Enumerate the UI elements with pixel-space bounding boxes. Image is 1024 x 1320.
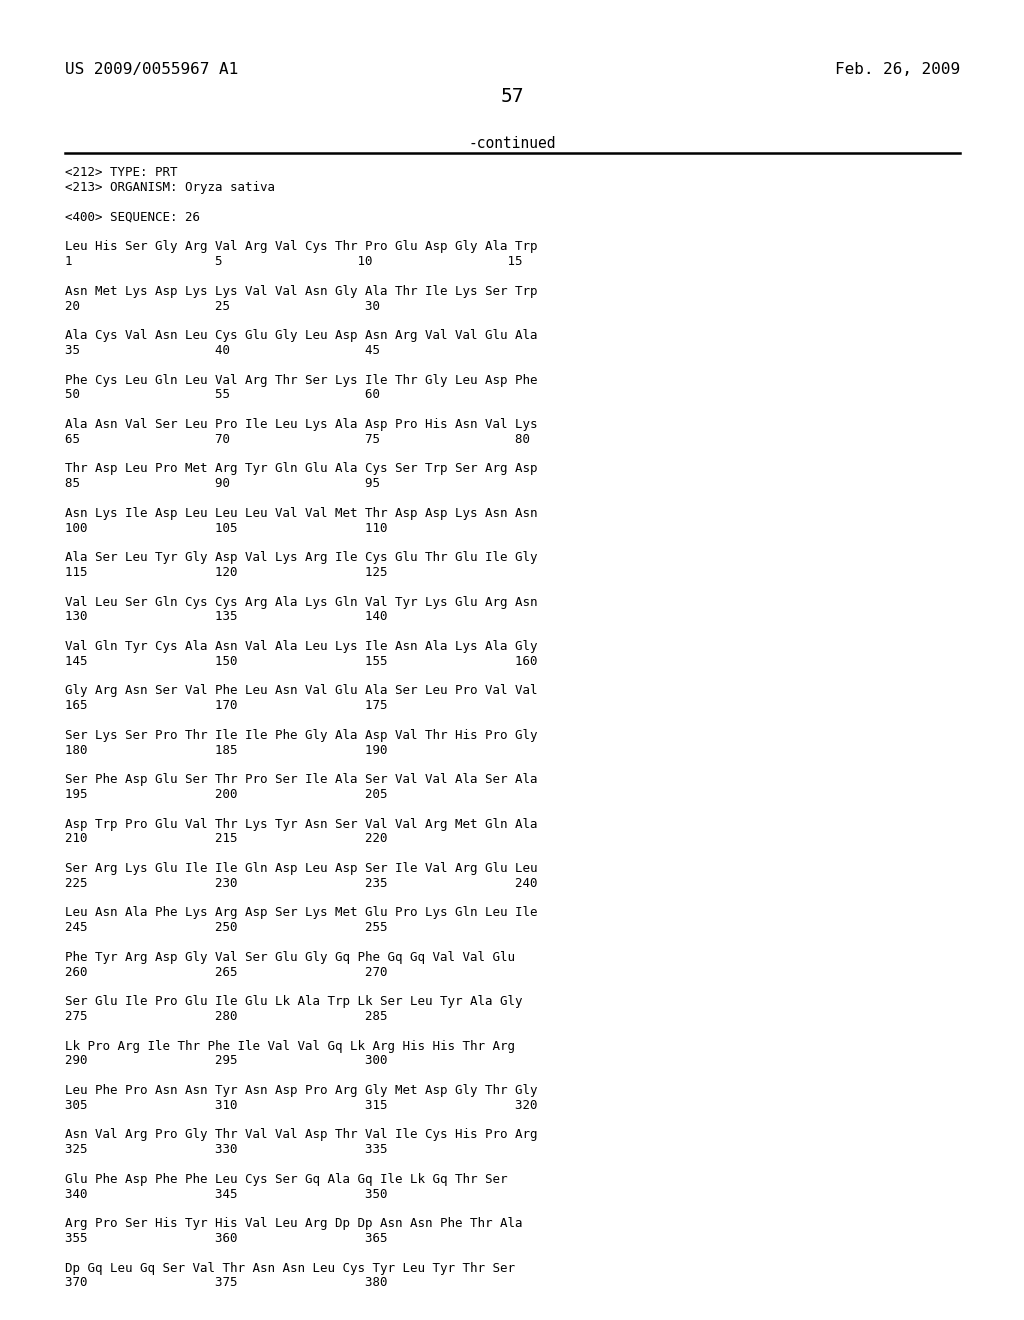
Text: 370                 375                 380: 370 375 380 — [65, 1276, 387, 1290]
Text: 145                 150                 155                 160: 145 150 155 160 — [65, 655, 538, 668]
Text: Val Gln Tyr Cys Ala Asn Val Ala Leu Lys Ile Asn Ala Lys Ala Gly: Val Gln Tyr Cys Ala Asn Val Ala Leu Lys … — [65, 640, 538, 653]
Text: Val Leu Ser Gln Cys Cys Arg Ala Lys Gln Val Tyr Lys Glu Arg Asn: Val Leu Ser Gln Cys Cys Arg Ala Lys Gln … — [65, 595, 538, 609]
Text: 355                 360                 365: 355 360 365 — [65, 1232, 387, 1245]
Text: 20                  25                  30: 20 25 30 — [65, 300, 380, 313]
Text: 305                 310                 315                 320: 305 310 315 320 — [65, 1098, 538, 1111]
Text: Ser Lys Ser Pro Thr Ile Ile Phe Gly Ala Asp Val Thr His Pro Gly: Ser Lys Ser Pro Thr Ile Ile Phe Gly Ala … — [65, 729, 538, 742]
Text: Phe Cys Leu Gln Leu Val Arg Thr Ser Lys Ile Thr Gly Leu Asp Phe: Phe Cys Leu Gln Leu Val Arg Thr Ser Lys … — [65, 374, 538, 387]
Text: 35                  40                  45: 35 40 45 — [65, 345, 380, 356]
Text: 50                  55                  60: 50 55 60 — [65, 388, 380, 401]
Text: 260                 265                 270: 260 265 270 — [65, 965, 387, 978]
Text: 115                 120                 125: 115 120 125 — [65, 566, 387, 579]
Text: Asn Val Arg Pro Gly Thr Val Val Asp Thr Val Ile Cys His Pro Arg: Asn Val Arg Pro Gly Thr Val Val Asp Thr … — [65, 1129, 538, 1142]
Text: Arg Pro Ser His Tyr His Val Leu Arg Dp Dp Asn Asn Phe Thr Ala: Arg Pro Ser His Tyr His Val Leu Arg Dp D… — [65, 1217, 522, 1230]
Text: <212> TYPE: PRT: <212> TYPE: PRT — [65, 166, 177, 180]
Text: 210                 215                 220: 210 215 220 — [65, 833, 387, 845]
Text: -continued: -continued — [469, 136, 556, 150]
Text: Phe Tyr Arg Asp Gly Val Ser Glu Gly Gq Phe Gq Gq Val Val Glu: Phe Tyr Arg Asp Gly Val Ser Glu Gly Gq P… — [65, 950, 515, 964]
Text: Ser Arg Lys Glu Ile Ile Gln Asp Leu Asp Ser Ile Val Arg Glu Leu: Ser Arg Lys Glu Ile Ile Gln Asp Leu Asp … — [65, 862, 538, 875]
Text: Lk Pro Arg Ile Thr Phe Ile Val Val Gq Lk Arg His His Thr Arg: Lk Pro Arg Ile Thr Phe Ile Val Val Gq Lk… — [65, 1040, 515, 1052]
Text: Asn Met Lys Asp Lys Lys Val Val Asn Gly Ala Thr Ile Lys Ser Trp: Asn Met Lys Asp Lys Lys Val Val Asn Gly … — [65, 285, 538, 298]
Text: Ala Asn Val Ser Leu Pro Ile Leu Lys Ala Asp Pro His Asn Val Lys: Ala Asn Val Ser Leu Pro Ile Leu Lys Ala … — [65, 418, 538, 430]
Text: Gly Arg Asn Ser Val Phe Leu Asn Val Glu Ala Ser Leu Pro Val Val: Gly Arg Asn Ser Val Phe Leu Asn Val Glu … — [65, 684, 538, 697]
Text: 225                 230                 235                 240: 225 230 235 240 — [65, 876, 538, 890]
Text: Leu Asn Ala Phe Lys Arg Asp Ser Lys Met Glu Pro Lys Gln Leu Ile: Leu Asn Ala Phe Lys Arg Asp Ser Lys Met … — [65, 907, 538, 919]
Text: Dp Gq Leu Gq Ser Val Thr Asn Asn Leu Cys Tyr Leu Tyr Thr Ser: Dp Gq Leu Gq Ser Val Thr Asn Asn Leu Cys… — [65, 1262, 515, 1275]
Text: US 2009/0055967 A1: US 2009/0055967 A1 — [65, 62, 239, 77]
Text: <400> SEQUENCE: 26: <400> SEQUENCE: 26 — [65, 211, 200, 223]
Text: 290                 295                 300: 290 295 300 — [65, 1055, 387, 1068]
Text: 130                 135                 140: 130 135 140 — [65, 610, 387, 623]
Text: Leu Phe Pro Asn Asn Tyr Asn Asp Pro Arg Gly Met Asp Gly Thr Gly: Leu Phe Pro Asn Asn Tyr Asn Asp Pro Arg … — [65, 1084, 538, 1097]
Text: 85                  90                  95: 85 90 95 — [65, 477, 380, 490]
Text: 195                 200                 205: 195 200 205 — [65, 788, 387, 801]
Text: 325                 330                 335: 325 330 335 — [65, 1143, 387, 1156]
Text: Leu His Ser Gly Arg Val Arg Val Cys Thr Pro Glu Asp Gly Ala Trp: Leu His Ser Gly Arg Val Arg Val Cys Thr … — [65, 240, 538, 253]
Text: 340                 345                 350: 340 345 350 — [65, 1188, 387, 1200]
Text: Ser Phe Asp Glu Ser Thr Pro Ser Ile Ala Ser Val Val Ala Ser Ala: Ser Phe Asp Glu Ser Thr Pro Ser Ile Ala … — [65, 774, 538, 787]
Text: Ser Glu Ile Pro Glu Ile Glu Lk Ala Trp Lk Ser Leu Tyr Ala Gly: Ser Glu Ile Pro Glu Ile Glu Lk Ala Trp L… — [65, 995, 522, 1008]
Text: 65                  70                  75                  80: 65 70 75 80 — [65, 433, 530, 446]
Text: 245                 250                 255: 245 250 255 — [65, 921, 387, 935]
Text: Asn Lys Ile Asp Leu Leu Leu Val Val Met Thr Asp Asp Lys Asn Asn: Asn Lys Ile Asp Leu Leu Leu Val Val Met … — [65, 507, 538, 520]
Text: 275                 280                 285: 275 280 285 — [65, 1010, 387, 1023]
Text: Glu Phe Asp Phe Phe Leu Cys Ser Gq Ala Gq Ile Lk Gq Thr Ser: Glu Phe Asp Phe Phe Leu Cys Ser Gq Ala G… — [65, 1172, 508, 1185]
Text: 57: 57 — [501, 87, 524, 106]
Text: Asp Trp Pro Glu Val Thr Lys Tyr Asn Ser Val Val Arg Met Gln Ala: Asp Trp Pro Glu Val Thr Lys Tyr Asn Ser … — [65, 817, 538, 830]
Text: Ala Ser Leu Tyr Gly Asp Val Lys Arg Ile Cys Glu Thr Glu Ile Gly: Ala Ser Leu Tyr Gly Asp Val Lys Arg Ile … — [65, 552, 538, 564]
Text: Thr Asp Leu Pro Met Arg Tyr Gln Glu Ala Cys Ser Trp Ser Arg Asp: Thr Asp Leu Pro Met Arg Tyr Gln Glu Ala … — [65, 462, 538, 475]
Text: 100                 105                 110: 100 105 110 — [65, 521, 387, 535]
Text: 165                 170                 175: 165 170 175 — [65, 700, 387, 711]
Text: <213> ORGANISM: Oryza sativa: <213> ORGANISM: Oryza sativa — [65, 181, 275, 194]
Text: 1                   5                  10                  15: 1 5 10 15 — [65, 255, 522, 268]
Text: Feb. 26, 2009: Feb. 26, 2009 — [835, 62, 961, 77]
Text: Ala Cys Val Asn Leu Cys Glu Gly Leu Asp Asn Arg Val Val Glu Ala: Ala Cys Val Asn Leu Cys Glu Gly Leu Asp … — [65, 329, 538, 342]
Text: 180                 185                 190: 180 185 190 — [65, 743, 387, 756]
